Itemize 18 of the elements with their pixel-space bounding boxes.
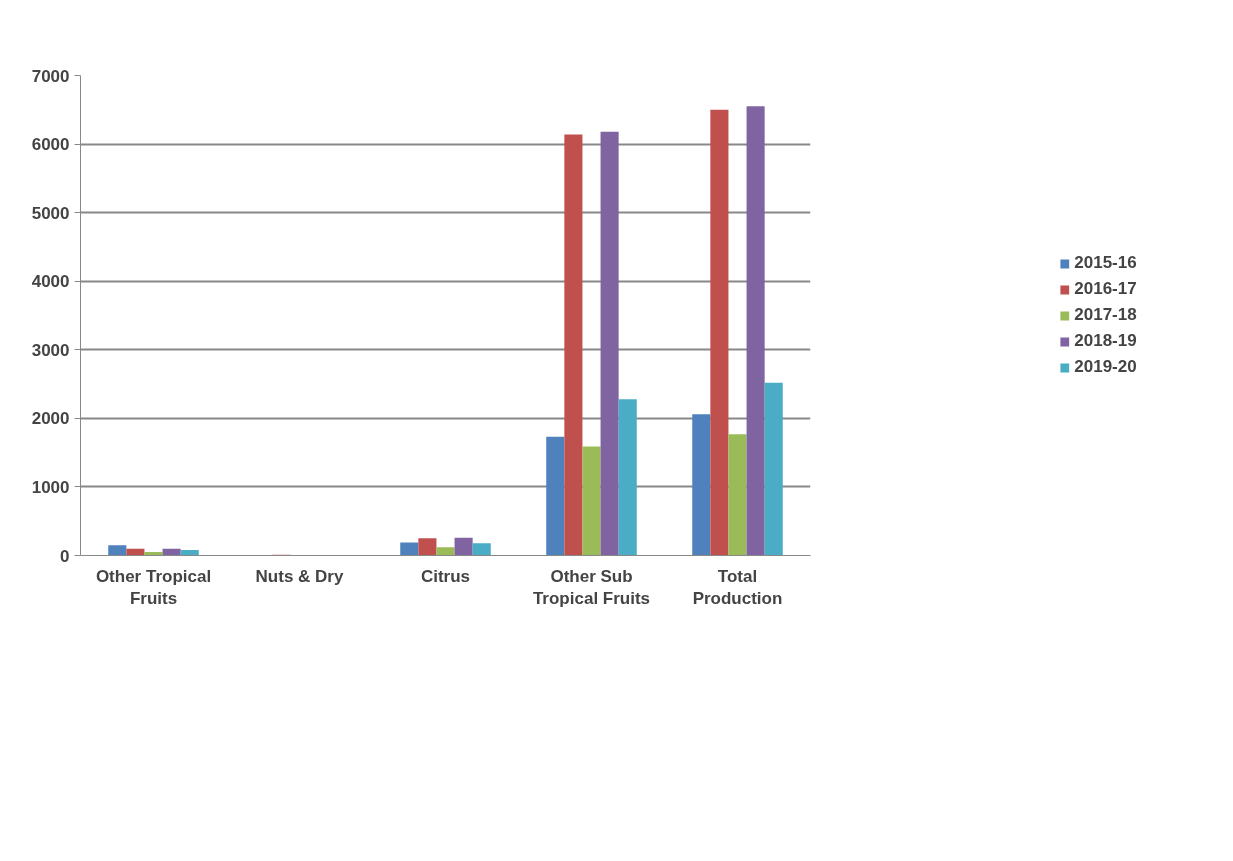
y-tick-label: 2000 — [31, 409, 70, 429]
legend-label: 2015-16 — [1074, 253, 1137, 273]
legend-label: 2018-19 — [1074, 331, 1137, 351]
legend-label: 2017-18 — [1074, 305, 1137, 325]
y-tick-label: 4000 — [31, 272, 70, 292]
y-tick-label: 6000 — [31, 135, 70, 155]
x-tick-label: Nuts & Dry — [255, 566, 344, 586]
y-tick-label: 0 — [60, 546, 70, 566]
legend-label: 2019-20 — [1074, 357, 1137, 377]
x-tick-label: Citrus — [420, 566, 471, 586]
legend-label: 2016-17 — [1074, 279, 1137, 299]
x-tick-label: Other Sub Tropical Fruits — [532, 566, 651, 609]
y-tick-label: 1000 — [31, 477, 70, 497]
x-tick-label: Total Production — [692, 566, 783, 609]
y-tick-label: 7000 — [31, 66, 70, 86]
y-tick-label: 5000 — [31, 203, 70, 223]
y-tick-label: 3000 — [31, 340, 70, 360]
x-tick-label: Other Tropical Fruits — [95, 566, 212, 609]
